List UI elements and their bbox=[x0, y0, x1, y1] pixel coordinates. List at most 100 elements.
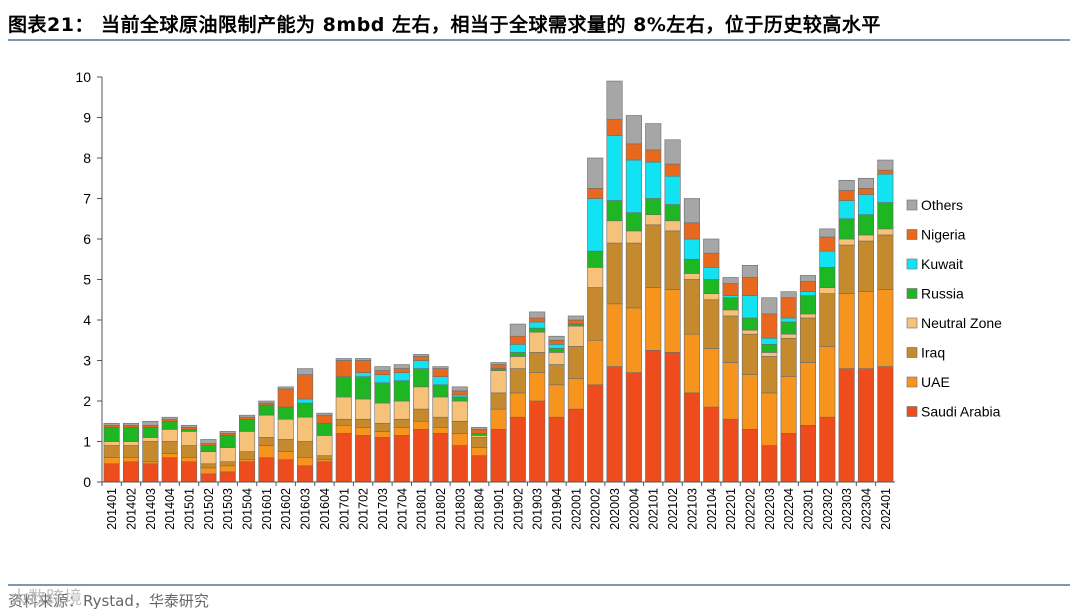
bar-segment bbox=[181, 424, 198, 428]
bar-stack bbox=[393, 364, 410, 483]
bar-segment bbox=[103, 457, 120, 465]
bar-segment bbox=[258, 404, 275, 416]
bar-segment bbox=[413, 408, 430, 422]
bar-segment bbox=[529, 372, 546, 402]
bar-segment bbox=[741, 295, 758, 319]
bar-segment bbox=[799, 275, 816, 282]
legend-label: Iraq bbox=[921, 345, 945, 361]
bar-segment bbox=[239, 416, 256, 420]
bar-stack bbox=[703, 238, 720, 483]
bar-segment bbox=[316, 459, 333, 463]
bar-segment bbox=[355, 427, 372, 436]
bar-segment bbox=[316, 435, 333, 456]
bar-segment bbox=[297, 457, 314, 467]
bar-segment bbox=[413, 386, 430, 410]
x-tick-label: 202202 bbox=[743, 488, 757, 530]
watermark: 大数跨境 bbox=[10, 588, 82, 609]
bar-segment bbox=[335, 360, 352, 378]
bar-segment bbox=[761, 337, 778, 345]
bar-segment bbox=[451, 396, 468, 402]
bar-segment bbox=[393, 427, 410, 436]
bar-segment bbox=[819, 293, 836, 347]
x-tick-label: 201502 bbox=[202, 488, 216, 530]
bar-segment bbox=[587, 157, 604, 189]
bar-segment bbox=[761, 356, 778, 394]
bar-area bbox=[103, 80, 894, 483]
bar-segment bbox=[625, 159, 642, 213]
bar-segment bbox=[471, 435, 488, 438]
bar-segment bbox=[103, 441, 120, 446]
bar-segment bbox=[819, 236, 836, 252]
bar-segment bbox=[393, 380, 410, 402]
x-tick-label: 201503 bbox=[221, 488, 235, 530]
bar-segment bbox=[122, 441, 140, 446]
bar-segment bbox=[548, 352, 565, 365]
bar-segment bbox=[258, 445, 275, 458]
y-tick-label: 2 bbox=[83, 393, 91, 409]
bar-segment bbox=[335, 396, 352, 420]
bar-segment bbox=[722, 315, 739, 363]
y-tick-label: 5 bbox=[83, 272, 91, 288]
bar-segment bbox=[683, 333, 700, 394]
bar-segment bbox=[413, 429, 430, 483]
x-tick-label: 201802 bbox=[434, 488, 448, 530]
bar-stack bbox=[316, 412, 333, 483]
bar-segment bbox=[761, 392, 778, 446]
y-tick-label: 7 bbox=[83, 191, 91, 207]
bar-segment bbox=[567, 315, 584, 321]
y-tick-label: 4 bbox=[83, 312, 91, 328]
bar-segment bbox=[529, 311, 546, 319]
bar-stack bbox=[142, 420, 159, 483]
bar-segment bbox=[683, 279, 700, 335]
bar-segment bbox=[277, 388, 294, 408]
bar-segment bbox=[432, 396, 449, 418]
x-tick-label: 201904 bbox=[550, 488, 564, 530]
bar-segment bbox=[799, 362, 816, 426]
y-axis: 0 1 2 3 4 5 6 7 8 9 10 bbox=[75, 69, 103, 490]
bar-stack bbox=[413, 354, 430, 483]
bar-segment bbox=[664, 163, 681, 177]
bar-segment bbox=[877, 234, 894, 290]
x-tick-label: 201504 bbox=[241, 488, 255, 530]
bar-segment bbox=[239, 461, 256, 483]
bar-segment bbox=[490, 370, 507, 394]
bar-stack bbox=[432, 366, 449, 483]
bar-segment bbox=[335, 376, 352, 398]
bar-segment bbox=[741, 374, 758, 430]
bar-segment bbox=[258, 402, 275, 406]
bar-segment bbox=[451, 445, 468, 483]
bar-stack bbox=[567, 315, 584, 483]
bar-stack bbox=[103, 422, 120, 483]
bar-segment bbox=[239, 431, 256, 452]
bar-segment bbox=[335, 433, 352, 483]
bar-segment bbox=[200, 451, 217, 465]
bar-segment bbox=[471, 433, 488, 436]
bar-segment bbox=[509, 352, 526, 357]
legend-label: Neutral Zone bbox=[921, 315, 1002, 331]
legend-swatch bbox=[906, 406, 918, 417]
bar-stack bbox=[683, 198, 700, 483]
bar-segment bbox=[161, 418, 178, 422]
bar-segment bbox=[722, 418, 739, 483]
bar-segment bbox=[606, 303, 623, 367]
bar-segment bbox=[103, 424, 120, 428]
x-tick-label: 202101 bbox=[647, 488, 661, 530]
bar-segment bbox=[374, 366, 391, 371]
bar-segment bbox=[297, 465, 314, 483]
bar-segment bbox=[567, 378, 584, 410]
bar-segment bbox=[761, 445, 778, 483]
x-tick-label: 202104 bbox=[705, 488, 719, 530]
bar-segment bbox=[490, 429, 507, 483]
bar-segment bbox=[548, 335, 565, 341]
bar-segment bbox=[838, 368, 855, 483]
bar-segment bbox=[664, 352, 681, 483]
bar-stack bbox=[490, 362, 507, 483]
y-tick-label: 3 bbox=[83, 353, 91, 369]
bar-segment bbox=[548, 343, 565, 349]
bar-segment bbox=[509, 323, 526, 337]
bar-segment bbox=[703, 267, 720, 280]
bar-segment bbox=[239, 414, 256, 418]
source-note: 资料来源：Rystad，华泰研究 bbox=[8, 592, 209, 610]
bar-segment bbox=[606, 135, 623, 201]
bar-segment bbox=[722, 309, 739, 317]
